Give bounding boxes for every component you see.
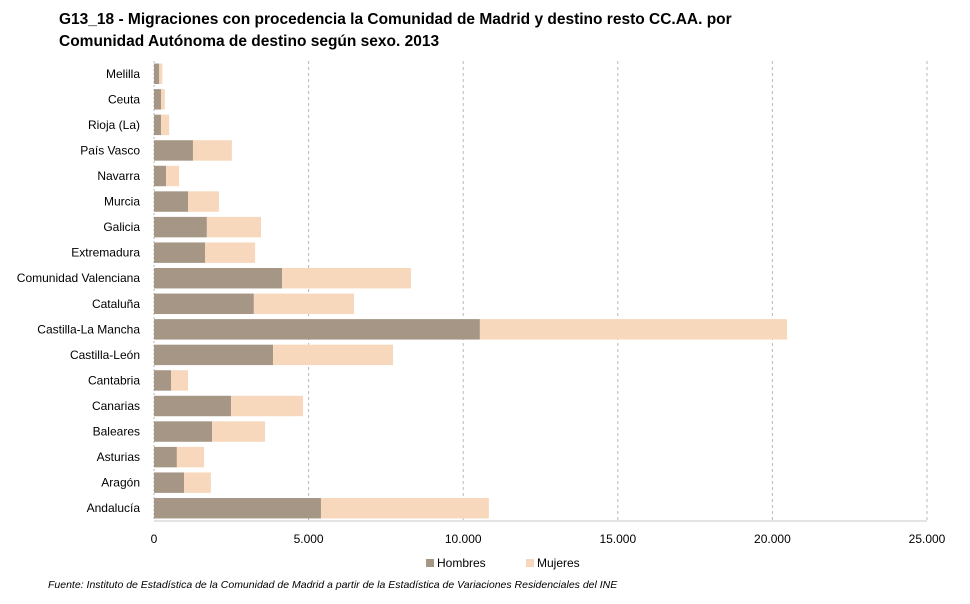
y-category-label: Aragón (101, 476, 140, 490)
legend-label-mujeres: Mujeres (537, 556, 580, 570)
bar-hombres (154, 268, 283, 289)
bar-hombres (154, 395, 231, 417)
bar-mujeres (192, 140, 232, 161)
bar-hombres (154, 344, 274, 366)
legend-swatch-mujeres (526, 559, 534, 567)
y-category-label: Cataluña (92, 297, 140, 311)
source-note: Fuente: Instituto de Estadística de la C… (48, 579, 618, 591)
bar-hombres (154, 472, 184, 493)
bar-mujeres (205, 242, 256, 263)
chart-title-line-1: G13_18 - Migraciones con procedencia la … (59, 11, 732, 28)
bar-hombres (154, 446, 177, 468)
bar-mujeres (212, 421, 266, 442)
x-tick-label: 15.000 (599, 532, 636, 546)
bar-mujeres (282, 268, 411, 289)
y-category-label: Cantabria (88, 373, 140, 387)
legend-label-hombres: Hombres (437, 556, 486, 570)
bar-mujeres (161, 89, 165, 110)
bar-mujeres (176, 446, 205, 468)
y-category-label: Murcia (104, 195, 140, 209)
bar-mujeres (273, 344, 394, 366)
x-tick-label: 20.000 (754, 532, 791, 546)
bar-mujeres (166, 165, 180, 187)
x-tick-label: 0 (151, 532, 158, 546)
x-tick-label: 25.000 (909, 532, 946, 546)
y-category-label: Asturias (97, 450, 140, 464)
x-tick-label: 10.000 (445, 532, 482, 546)
y-category-label: Galicia (103, 220, 140, 234)
bar-mujeres (206, 216, 261, 238)
chart-title: G13_18 - Migraciones con procedencia la … (59, 9, 959, 53)
bar-hombres (154, 165, 167, 187)
y-category-label: Canarias (92, 399, 140, 413)
bar-mujeres (320, 498, 489, 519)
y-category-label: Rioja (La) (88, 118, 140, 132)
bar-hombres (154, 140, 193, 161)
y-category-label: País Vasco (80, 143, 140, 157)
y-category-label: Comunidad Valenciana (17, 271, 141, 285)
legend-item-mujeres: Mujeres (526, 556, 626, 570)
bar-mujeres (230, 395, 304, 417)
bar-hombres (154, 191, 189, 212)
bar-hombres (154, 421, 213, 442)
y-category-label: Navarra (97, 169, 140, 183)
bar-hombres (154, 370, 172, 391)
bar-mujeres (161, 114, 170, 136)
bar-mujeres (183, 472, 211, 493)
bar-hombres (154, 498, 321, 519)
y-category-label: Extremadura (71, 246, 140, 260)
bar-hombres (154, 293, 254, 314)
legend-swatch-hombres (426, 559, 434, 567)
y-category-label: Baleares (93, 425, 140, 439)
bar-hombres (154, 114, 162, 136)
bar-hombres (154, 63, 160, 84)
y-category-label: Castilla-León (70, 348, 140, 362)
legend-item-hombres: Hombres (426, 556, 526, 570)
bar-hombres (154, 242, 206, 263)
x-tick-label: 5.000 (294, 532, 324, 546)
bar-mujeres (188, 191, 219, 212)
bar-hombres (154, 216, 207, 238)
legend: Hombres Mujeres (426, 556, 626, 570)
bar-mujeres (171, 370, 189, 391)
y-category-label: Castilla-La Mancha (37, 322, 140, 336)
chart-title-line-2: Comunidad Autónoma de destino según sexo… (59, 33, 440, 50)
y-category-label: Andalucía (87, 501, 141, 515)
bar-mujeres (253, 293, 355, 314)
bar-hombres (154, 319, 480, 340)
bar-hombres (154, 89, 162, 110)
y-category-label: Ceuta (108, 92, 140, 106)
y-category-label: Melilla (106, 67, 140, 81)
bar-mujeres (479, 319, 787, 340)
bar-mujeres (159, 63, 163, 84)
